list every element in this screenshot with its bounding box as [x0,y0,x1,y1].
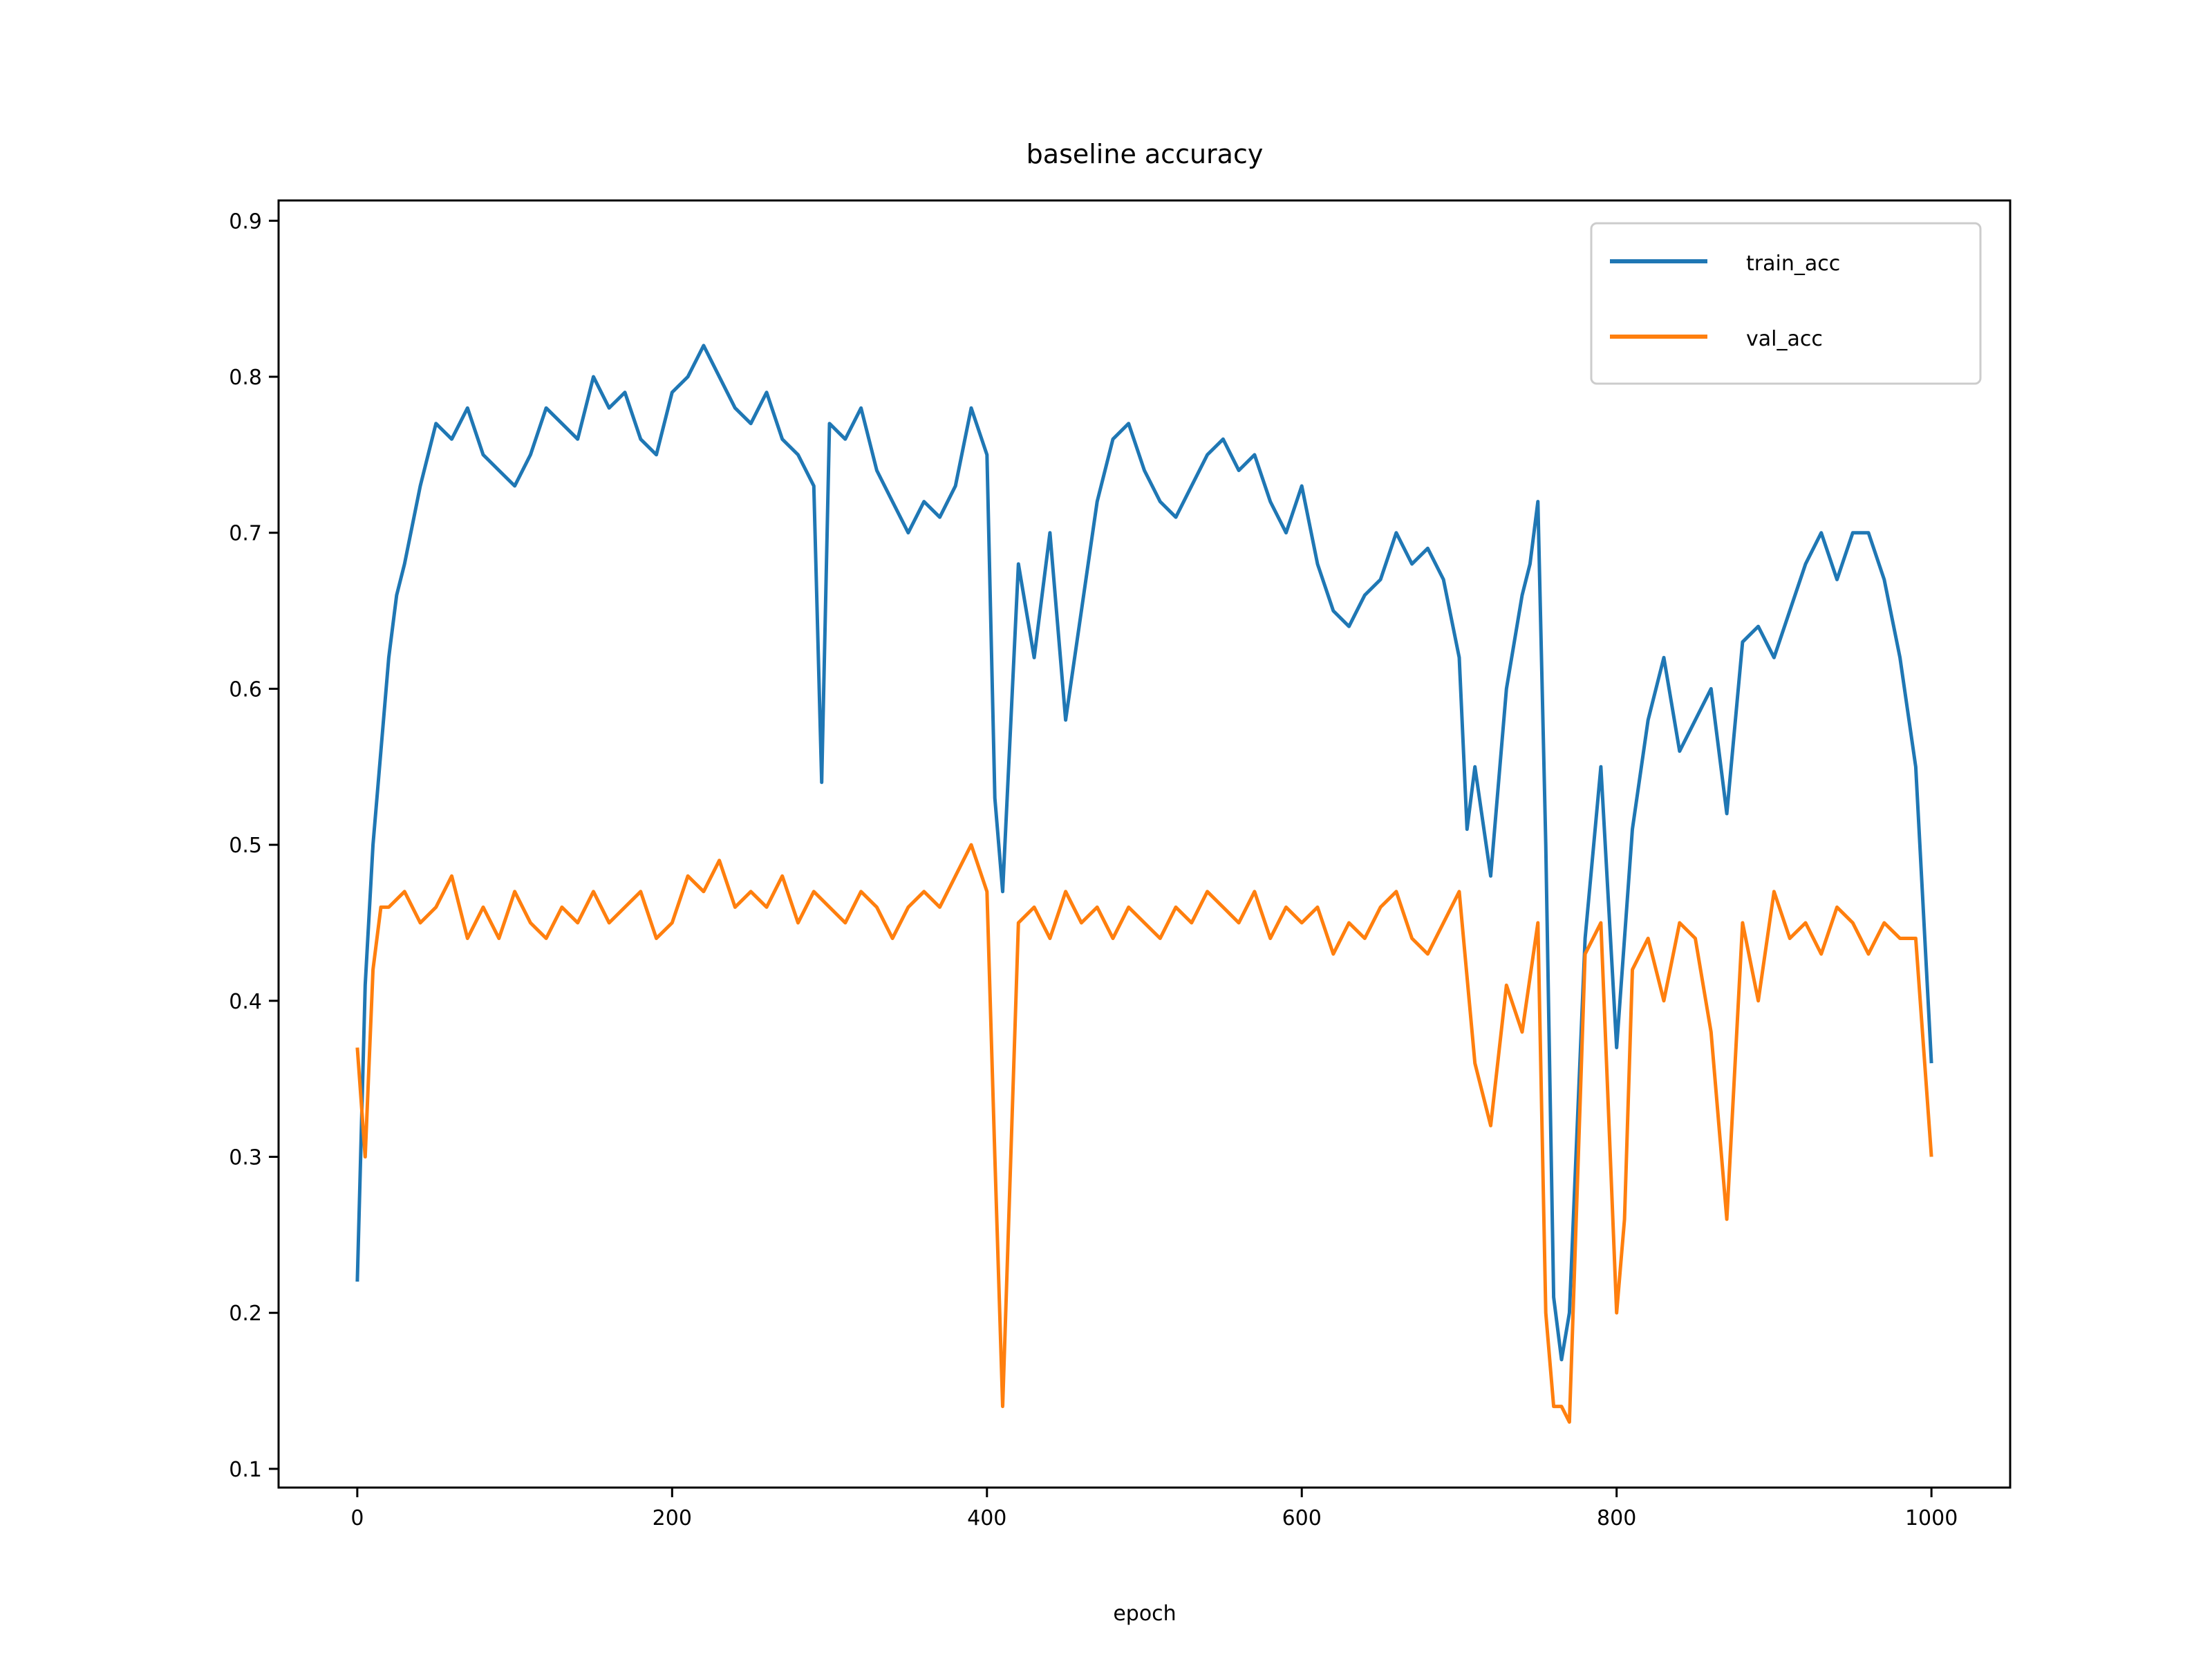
x-axis: 0 200 400 600 800 1000 [350,1488,1958,1530]
y-tick-label: 0.8 [229,366,262,390]
x-tick-label: 600 [1282,1506,1322,1530]
y-tick-label: 0.3 [229,1146,262,1170]
x-tick-label: 400 [967,1506,1006,1530]
y-tick-label: 0.7 [229,522,262,546]
y-tick-label: 0.5 [229,834,262,858]
legend: train_acc val_acc [1590,222,1982,385]
x-tick-label: 200 [653,1506,692,1530]
legend-box [1590,222,1982,385]
x-tick-label: 800 [1597,1506,1636,1530]
series-layer [355,344,1933,1424]
legend-label-train-acc: train_acc [1746,252,1840,276]
y-axis: 0.1 0.2 0.3 0.4 0.5 0.6 0.7 0.8 0.9 [229,209,279,1482]
x-tick-label: 1000 [1905,1506,1958,1530]
x-axis-label: epoch [1113,1602,1176,1626]
y-tick-label: 0.2 [229,1302,262,1326]
chart-title: baseline accuracy [1027,139,1264,169]
x-tick-label: 0 [350,1506,364,1530]
series-line-val-acc [355,843,1933,1424]
legend-label-val-acc: val_acc [1746,327,1823,351]
y-tick-label: 0.9 [229,209,262,234]
y-tick-label: 0.4 [229,990,262,1014]
y-tick-label: 0.1 [229,1458,262,1482]
series-line-train-acc [355,344,1933,1362]
y-tick-label: 0.6 [229,677,262,702]
